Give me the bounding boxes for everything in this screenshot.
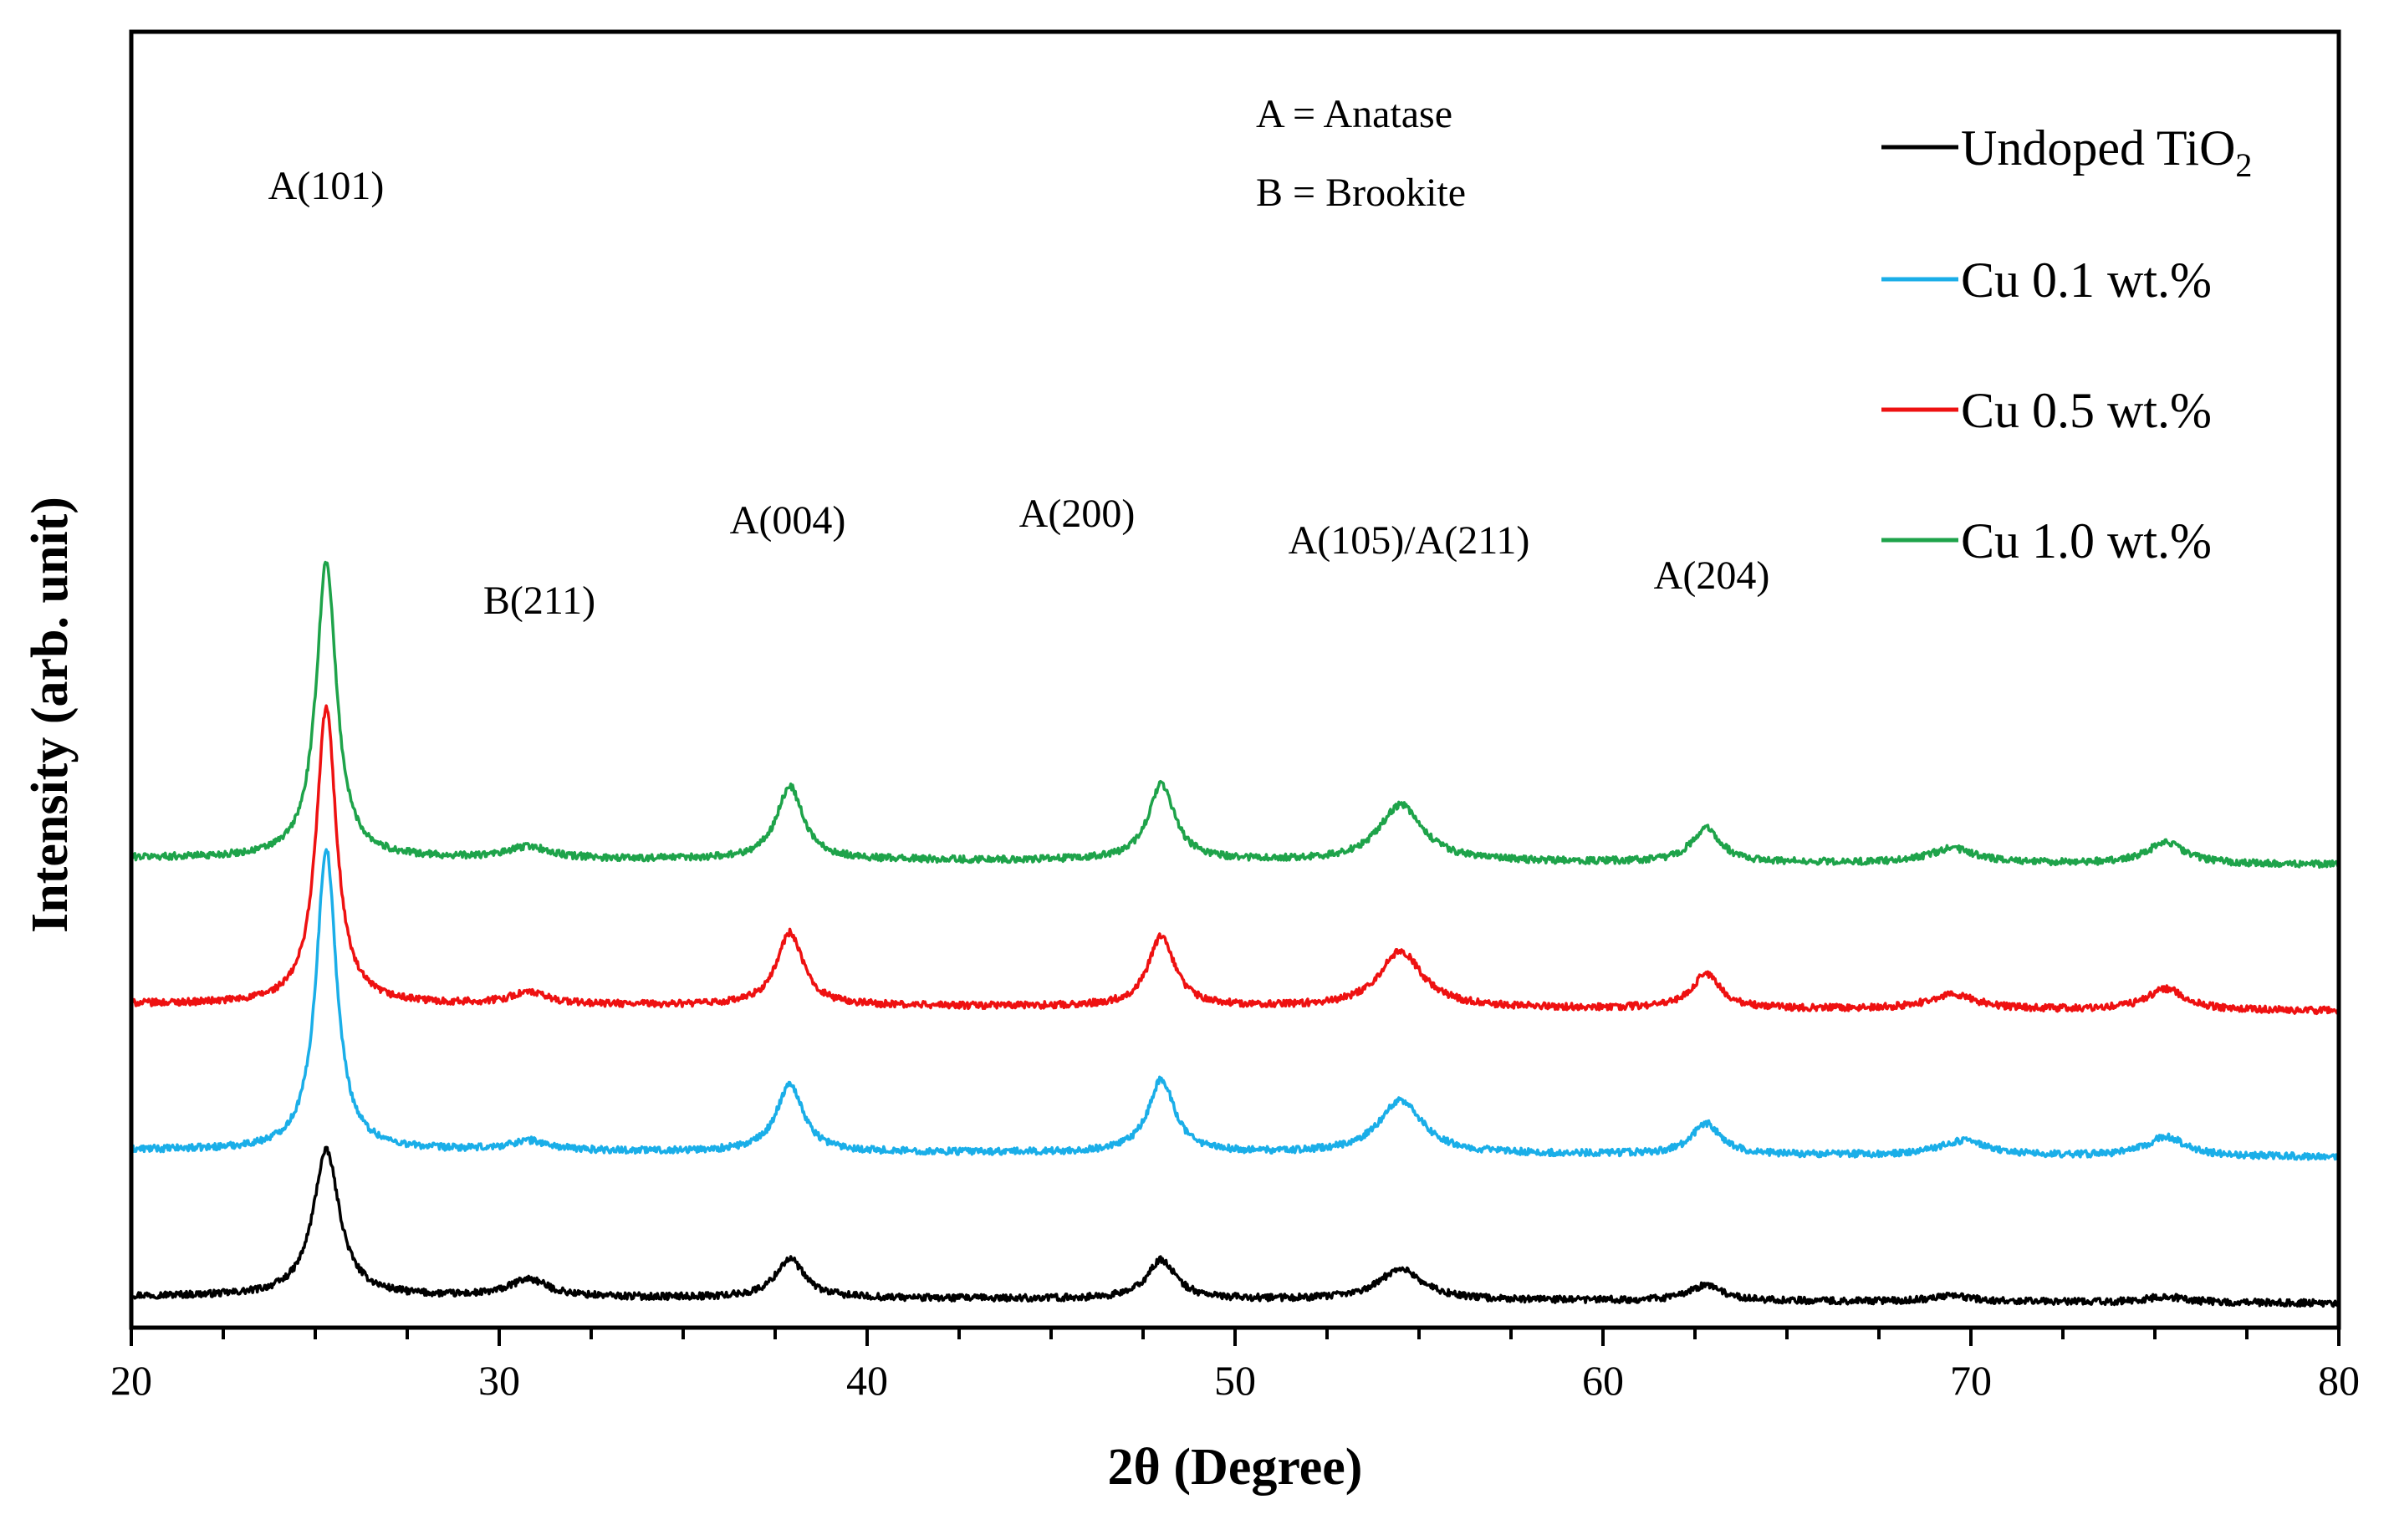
peak-label: B(211) [483,579,595,623]
legend-label-cu-1-0: Cu 1.0 wt.% [1961,513,2212,569]
peak-label: A(200) [1019,492,1136,536]
peak-label: A(004) [730,498,846,543]
phase-key-brookite: B = Brookite [1256,171,1466,215]
series-line-cu-0-5 [130,704,2341,1016]
legend-label-cu-0-1: Cu 0.1 wt.% [1961,252,2212,308]
phase-key-anatase: A = Anatase [1256,92,1452,136]
x-tick-label: 40 [846,1357,888,1404]
series-line-cu-1-0 [130,560,2341,869]
series-line-undoped [130,1145,2341,1308]
peak-annotations: A(101) B(211) A(004) A(200) A(105)/A(211) A(2… [268,164,1770,623]
x-tick-label: 30 [478,1357,520,1404]
legend-label-cu-0-5: Cu 0.5 wt.% [1961,383,2212,438]
peak-label: A(105)/A(211) [1289,518,1530,563]
y-axis-title: Intensity (arb. unit) [22,497,79,933]
x-tick-label: 20 [110,1357,152,1404]
series-line-cu-0-1 [130,848,2340,1161]
legend: Undoped TiO2 Cu 0.1 wt.% Cu 0.5 wt.% Cu … [1881,120,2252,569]
x-tick-label: 60 [1582,1357,1624,1404]
x-tick-label: 50 [1214,1357,1256,1404]
legend-label-undoped: Undoped TiO2 [1961,120,2252,184]
x-axis: 20 30 40 50 60 70 80 [110,1328,2360,1404]
series-layer [130,560,2341,1308]
peak-label: A(101) [268,164,385,208]
x-tick-label: 70 [1950,1357,1992,1404]
x-axis-title: 2θ (Degree) [1108,1439,1363,1496]
x-tick-label: 80 [2318,1357,2360,1404]
peak-label: A(204) [1654,553,1770,598]
